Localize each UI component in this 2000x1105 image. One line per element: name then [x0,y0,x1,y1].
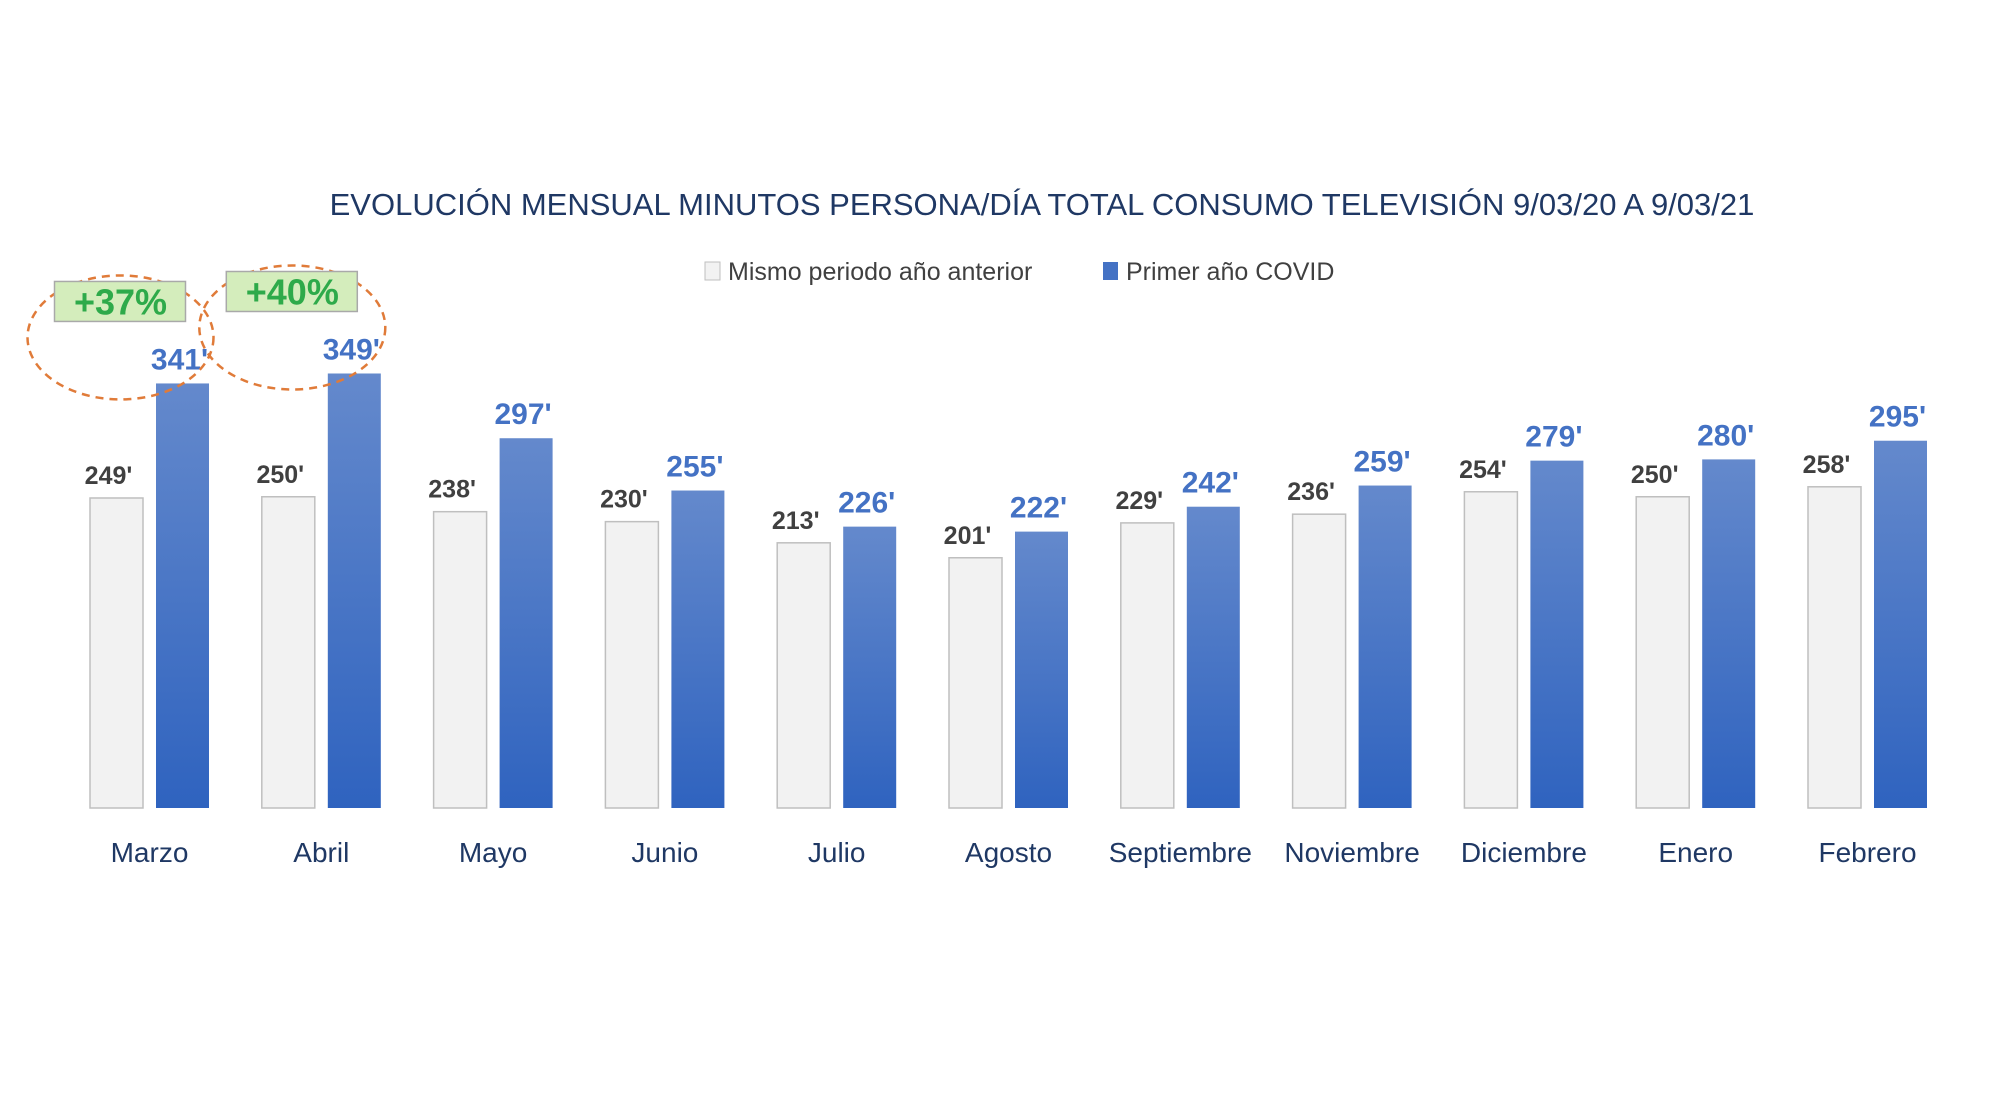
category-label: Agosto [965,837,1052,868]
data-label-previous-year: 230' [600,486,648,514]
data-label-covid-year: 222' [1010,492,1067,525]
data-label-previous-year: 238' [428,476,476,504]
bar-previous-year [1291,513,1347,809]
data-label-previous-year: 229' [1115,487,1163,515]
data-label-previous-year: 250' [1631,461,1679,489]
bar-covid-year [1702,459,1756,808]
bar-covid-year [671,490,725,808]
data-label-previous-year: 258' [1803,451,1851,479]
data-label-covid-year: 341' [151,343,208,376]
category-label: Mayo [459,837,527,868]
data-label-previous-year: 249' [85,462,133,490]
legend-swatch-previous-year [704,261,721,281]
category-label: Marzo [111,837,189,868]
highlight-ellipse [26,274,215,401]
data-label-covid-year: 349' [323,333,380,366]
data-label-covid-year: 280' [1697,419,1754,452]
highlight-ellipse [198,264,387,391]
data-label-previous-year: 201' [944,522,992,550]
data-label-covid-year: 226' [838,487,895,520]
category-label: Febrero [1818,837,1916,868]
legend-label-previous-year: Mismo periodo año anterior [728,258,1032,286]
bar-previous-year [89,497,144,809]
bar-previous-year [261,496,316,809]
data-label-covid-year: 279' [1525,421,1582,454]
bar-covid-year [1530,460,1584,808]
change-badge-text: +37% [74,281,167,322]
data-label-previous-year: 236' [1287,478,1335,506]
bar-covid-year [156,383,209,808]
bar-covid-year [327,373,381,808]
data-label-previous-year: 250' [256,461,304,489]
bar-covid-year [1015,531,1068,808]
bar-previous-year [776,542,831,809]
data-label-covid-year: 242' [1182,467,1239,500]
data-label-previous-year: 254' [1459,456,1507,484]
data-label-covid-year: 259' [1354,446,1411,479]
legend: Mismo periodo año anterior Primer año CO… [704,258,1334,286]
data-label-covid-year: 295' [1869,401,1926,434]
legend-label-covid-year: Primer año COVID [1126,258,1334,286]
category-label: Julio [808,837,866,868]
change-badge-text: +40% [246,271,339,312]
category-label: Diciembre [1461,837,1587,868]
bar-previous-year [1635,496,1690,809]
bar-covid-year [1358,485,1412,808]
bar-covid-year [1186,506,1240,808]
category-label: Enero [1658,837,1733,868]
bar-previous-year [1463,491,1519,809]
chart-title: EVOLUCIÓN MENSUAL MINUTOS PERSONA/DÍA TO… [330,187,1755,222]
change-badge [225,270,359,313]
bar-covid-year [843,526,897,808]
category-label: Noviembre [1284,837,1419,868]
bar-previous-year [1120,522,1175,809]
bar-covid-year [1874,440,1927,808]
data-label-previous-year: 213' [772,507,820,535]
bar-covid-year [499,438,553,808]
data-label-covid-year: 297' [495,398,552,431]
category-label: Septiembre [1109,837,1252,868]
category-label: Abril [293,837,349,868]
bar-previous-year [432,510,488,809]
data-label-covid-year: 255' [666,451,723,484]
legend-swatch-covid-year [1103,262,1118,280]
bar-previous-year [1807,486,1862,809]
bar-previous-year [604,520,660,809]
category-label: Junio [631,837,698,868]
bar-previous-year [948,557,1003,809]
change-badge [53,280,187,323]
